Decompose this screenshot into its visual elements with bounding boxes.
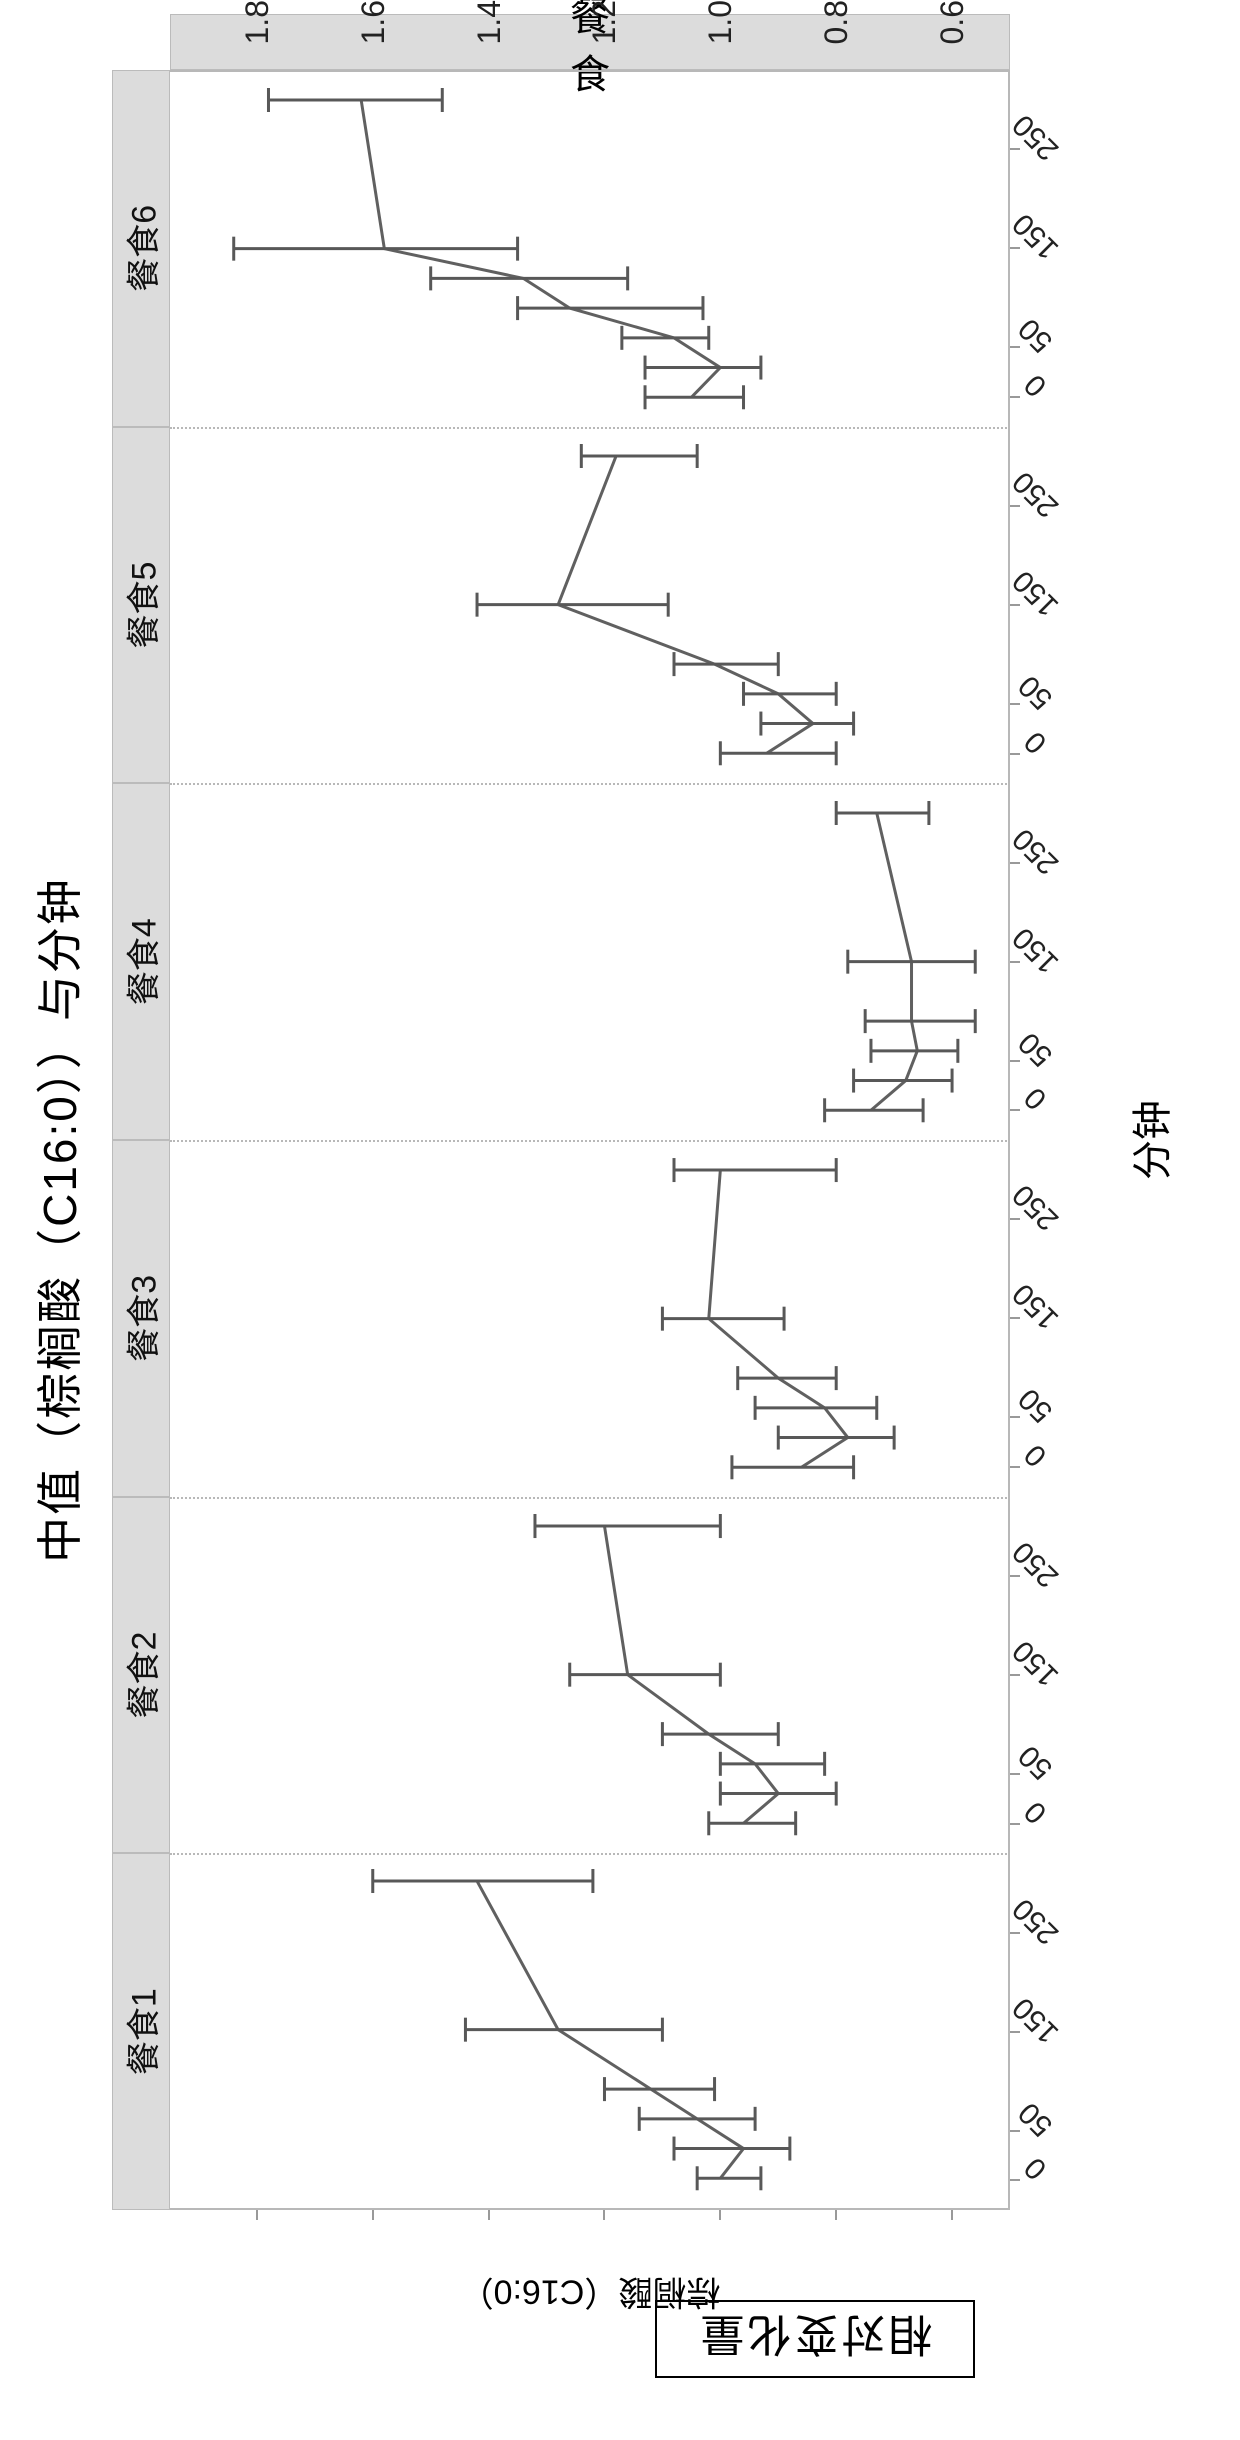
legend-box: 相对变化量 [655,2300,975,2378]
column-facet-strip: 餐食3 [112,1140,170,1497]
column-facet-strip: 餐食4 [112,783,170,1140]
x-tick-label: 250 [1006,821,1065,880]
x-tick-label: 0 [1018,1437,1054,1473]
x-tick-label: 0 [1018,1080,1054,1116]
chart-root: 中值（棕榈酸（C16:0））与分钟 餐食 棕榈酸（C16:0） 分钟 0.60.… [0,0,1240,2440]
x-tick-label: 150 [1006,920,1065,979]
x-axis-label: 分钟 [1120,1100,1178,1180]
x-tick-label: 50 [1012,1738,1060,1786]
column-facet-strip: 餐食2 [112,1497,170,1854]
column-facet-label: 餐食1 [117,1988,166,2075]
x-tick-label: 150 [1006,207,1065,266]
column-facet-label: 餐食5 [117,562,166,649]
x-tick-label: 150 [1006,1633,1065,1692]
x-tick-label: 50 [1012,668,1060,716]
column-facet-strip: 餐食6 [112,70,170,427]
panel [170,1497,1010,1854]
column-facet-strip: 餐食5 [112,427,170,784]
x-tick-label: 0 [1018,367,1054,403]
column-facet-label: 餐食4 [117,918,166,1005]
x-tick-label: 0 [1018,2150,1054,2186]
panel [170,1853,1010,2210]
panel [170,1140,1010,1497]
x-tick-label: 250 [1006,1891,1065,1950]
column-facet-label: 餐食6 [117,205,166,292]
legend-text: 相对变化量 [698,2307,933,2371]
x-tick-label: 50 [1012,312,1060,360]
column-facet-label: 餐食3 [117,1275,166,1362]
column-facet-strip: 餐食1 [112,1853,170,2210]
x-tick-label: 150 [1006,563,1065,622]
x-tick-label: 250 [1006,1534,1065,1593]
x-tick-label: 0 [1018,724,1054,760]
x-tick-label: 50 [1012,1382,1060,1430]
x-tick-label: 50 [1012,1025,1060,1073]
panel [170,783,1010,1140]
x-tick-label: 50 [1012,2095,1060,2143]
panel [170,427,1010,784]
x-tick-label: 250 [1006,1178,1065,1237]
x-tick-label: 150 [1006,1277,1065,1336]
panel [170,70,1010,427]
x-tick-label: 150 [1006,1990,1065,2049]
chart-title: 中值（棕榈酸（C16:0））与分钟 [24,0,90,2440]
x-tick-label: 0 [1018,1794,1054,1830]
x-tick-label: 250 [1006,108,1065,167]
column-facet-label: 餐食2 [117,1632,166,1719]
x-tick-label: 250 [1006,464,1065,523]
